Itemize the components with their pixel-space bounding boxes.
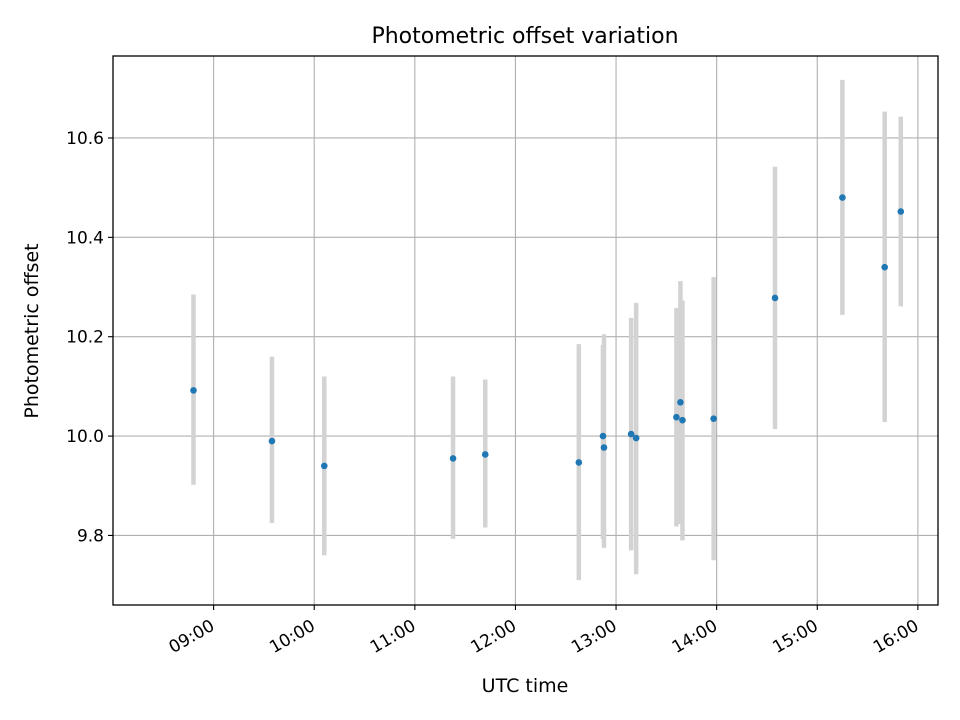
data-points <box>190 194 905 470</box>
data-point <box>627 430 635 438</box>
data-point <box>679 416 686 424</box>
data-point <box>881 263 888 271</box>
data-point <box>320 462 328 470</box>
data-point <box>632 434 640 442</box>
y-axis-ticks: 9.8 10.0 10.2 10.4 10.6 <box>66 129 113 546</box>
data-point <box>449 455 457 462</box>
x-tick-label: 09:00 <box>166 616 218 658</box>
grid-lines <box>113 56 938 605</box>
data-point <box>600 444 608 451</box>
data-point <box>190 387 197 394</box>
data-point <box>481 451 489 458</box>
x-tick-label: 11:00 <box>367 616 419 658</box>
y-tick-label: 10.0 <box>66 427 104 447</box>
data-point <box>710 415 717 422</box>
data-point <box>771 294 779 302</box>
x-tick-label: 10:00 <box>266 616 318 658</box>
x-axis-label: UTC time <box>482 675 569 697</box>
plot-frame <box>112 55 939 606</box>
x-tick-label: 13:00 <box>568 616 620 658</box>
x-tick-label: 15:00 <box>769 616 821 658</box>
x-tick-label: 12:00 <box>468 616 520 658</box>
data-point <box>599 432 607 440</box>
data-point <box>575 459 583 466</box>
y-tick-label: 10.4 <box>66 228 104 248</box>
data-point <box>268 437 276 445</box>
y-tick-label: 10.2 <box>66 328 104 348</box>
error-bars <box>191 79 904 581</box>
x-axis-ticks: 09:00 10:00 11:00 12:00 13:00 14:00 15:00 16:00 <box>166 605 922 658</box>
data-point <box>677 398 684 406</box>
chart-title: Photometric offset variation <box>371 24 678 49</box>
data-point <box>673 413 680 421</box>
y-tick-label: 10.6 <box>66 129 104 149</box>
x-tick-label: 14:00 <box>669 616 721 658</box>
y-axis-label: Photometric offset <box>21 243 43 418</box>
x-tick-label: 16:00 <box>870 616 922 658</box>
data-point <box>839 194 846 201</box>
y-tick-label: 9.8 <box>77 526 104 546</box>
data-point <box>897 208 905 215</box>
